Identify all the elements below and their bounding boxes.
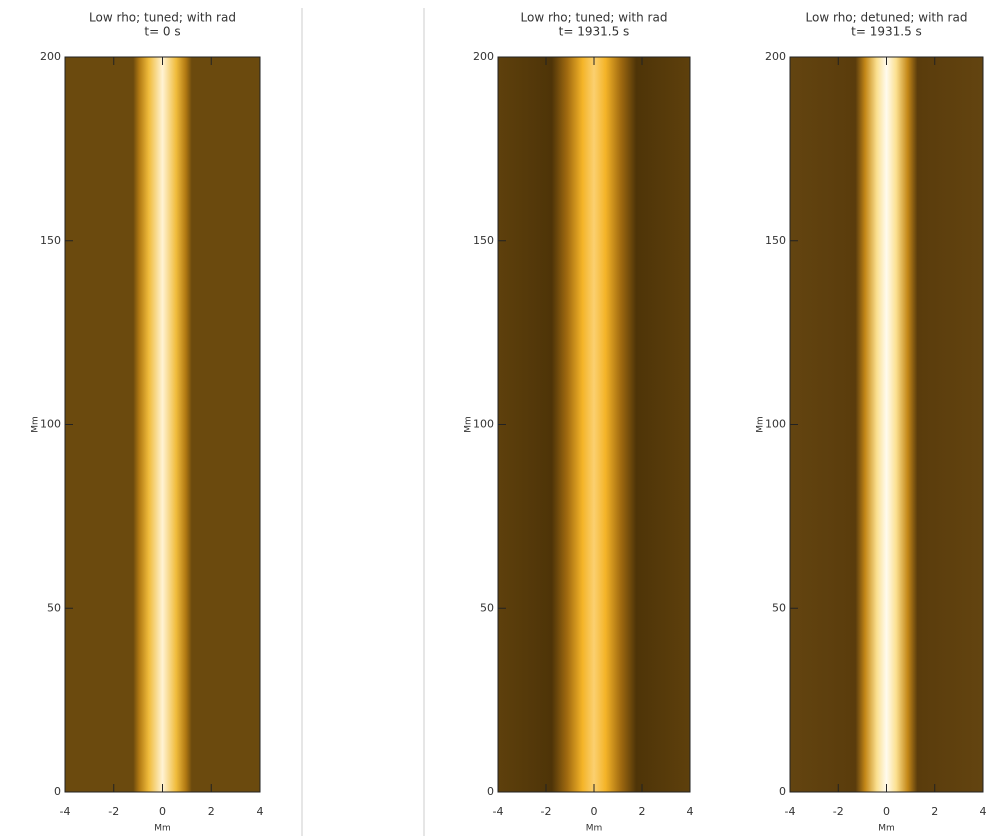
x-tick-label: -4 [493, 805, 504, 818]
y-tick-label: 200 [765, 50, 786, 63]
panel-title: Low rho; detuned; with rad [806, 11, 968, 25]
y-axis-label: Mm [464, 416, 474, 433]
image-field [790, 57, 983, 792]
y-tick-label: 0 [779, 785, 786, 798]
x-tick-label: 0 [591, 805, 598, 818]
x-tick-label: -2 [108, 805, 119, 818]
y-tick-label: 100 [40, 418, 61, 431]
image-field [498, 57, 690, 792]
panel-subtitle: t= 1931.5 s [559, 25, 630, 39]
y-tick-label: 50 [480, 601, 494, 614]
x-tick-label: 0 [883, 805, 890, 818]
panel-title: Low rho; tuned; with rad [89, 11, 236, 25]
y-axis-label: Mm [756, 416, 766, 433]
x-axis-label: Mm [586, 824, 603, 834]
panel-title: Low rho; tuned; with rad [521, 11, 668, 25]
y-tick-label: 100 [473, 418, 494, 431]
y-tick-label: 150 [40, 234, 61, 247]
y-tick-label: 50 [772, 601, 786, 614]
x-tick-label: -4 [60, 805, 71, 818]
x-tick-label: 2 [931, 805, 938, 818]
image-field [65, 57, 260, 792]
y-tick-label: 200 [40, 50, 61, 63]
y-tick-label: 150 [473, 234, 494, 247]
y-tick-label: 200 [473, 50, 494, 63]
y-axis-label: Mm [31, 416, 41, 433]
y-tick-label: 0 [487, 785, 494, 798]
y-tick-label: 50 [47, 601, 61, 614]
x-tick-label: 4 [980, 805, 987, 818]
x-tick-label: 4 [257, 805, 264, 818]
panel-subtitle: t= 0 s [144, 25, 180, 39]
x-tick-label: 0 [159, 805, 166, 818]
panel-subtitle: t= 1931.5 s [851, 25, 922, 39]
y-tick-label: 100 [765, 418, 786, 431]
y-tick-label: 0 [54, 785, 61, 798]
x-tick-label: -2 [541, 805, 552, 818]
x-tick-label: 4 [687, 805, 694, 818]
x-axis-label: Mm [878, 824, 895, 834]
x-tick-label: -2 [833, 805, 844, 818]
x-axis-label: Mm [154, 824, 171, 834]
x-tick-label: 2 [208, 805, 215, 818]
x-tick-label: 2 [639, 805, 646, 818]
x-tick-label: -4 [785, 805, 796, 818]
y-tick-label: 150 [765, 234, 786, 247]
